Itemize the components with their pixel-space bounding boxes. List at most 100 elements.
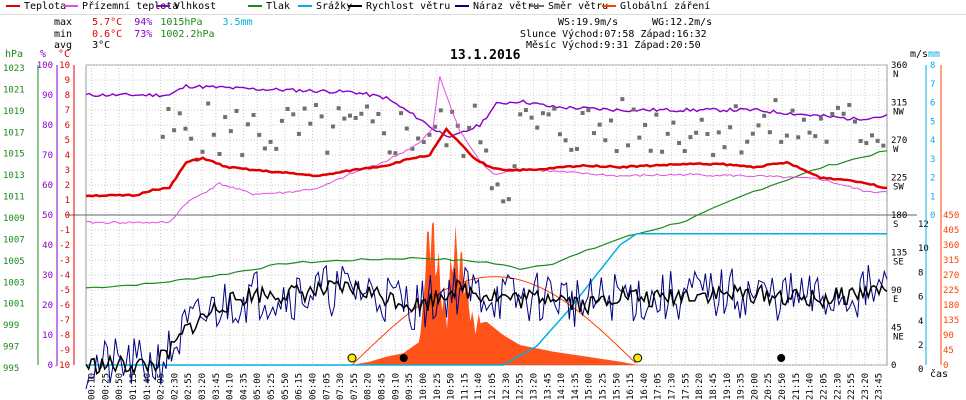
stat-avg: avg 3°C: [54, 40, 111, 51]
tick-degc: 4: [65, 151, 70, 161]
wind-dir-point: [353, 115, 358, 120]
legend-swatch: [6, 5, 20, 7]
tick-pct: 40: [42, 241, 53, 251]
tick-time: 07:05: [322, 373, 332, 400]
wind-dir-point: [223, 115, 228, 120]
wind-dir-point: [279, 118, 284, 123]
moonset-marker: [777, 354, 786, 362]
moon-info: Měsíc Východ:9:31 Západ:20:50: [526, 40, 701, 51]
wind-dir-point: [518, 112, 523, 117]
wind-dir-point: [869, 133, 874, 138]
chart-date: 13.1.2016: [450, 48, 521, 63]
wind-dir-point: [308, 121, 313, 126]
legend-swatch: [298, 5, 312, 7]
wind-dir-point: [336, 106, 341, 111]
wind-dir-point: [512, 164, 517, 169]
tick-degc: -3: [59, 256, 70, 266]
wind-dir-point: [824, 139, 829, 144]
tick-degc: -6: [59, 301, 70, 311]
tick-time: 00:50: [115, 373, 125, 400]
wind-dir-point: [200, 149, 205, 154]
wind-dir-point: [444, 143, 449, 148]
wind-dir-point: [359, 111, 364, 116]
legend-label: Globální záření: [620, 1, 711, 12]
wind-dir-point: [847, 102, 852, 107]
wind-dir-point: [330, 124, 335, 129]
wind-dir-point: [217, 151, 222, 156]
tick-degc: -8: [59, 331, 70, 341]
tick-deg: 315: [891, 99, 907, 109]
wind-dir-point: [296, 131, 301, 136]
tick-time: 03:20: [198, 373, 208, 400]
tick-hpa: 1021: [3, 85, 25, 95]
wind-dir-point: [626, 143, 631, 148]
tick-degc: 2: [65, 181, 70, 191]
wind-dir-point: [529, 115, 534, 120]
tick-time: 23:20: [861, 373, 871, 400]
legend-label: Tlak: [266, 1, 291, 12]
tick-degc: 10: [59, 61, 70, 71]
series-wind: [85, 278, 888, 376]
tick-time: 06:40: [308, 373, 318, 400]
legend-swatch: [64, 5, 78, 7]
tick-time: 21:40: [806, 373, 816, 400]
sun-info: Slunce Východ:07:58 Západ:16:32: [520, 29, 707, 40]
wind-dir-point: [813, 134, 818, 139]
wind-dir-point: [172, 128, 177, 133]
tick-pct: 80: [42, 121, 53, 131]
tick-time: 17:05: [654, 373, 664, 400]
wind-dir-point: [416, 136, 421, 141]
wind-dir-point: [807, 130, 812, 135]
tick-time: 17:55: [681, 373, 691, 400]
tick-time: 15:00: [585, 373, 595, 400]
legend-item: Vlhkost: [156, 1, 216, 12]
sunrise-marker: [347, 353, 357, 363]
tick-pct: 30: [42, 271, 53, 281]
wind-dir-point: [586, 108, 591, 113]
tick-time: 13:20: [529, 373, 539, 400]
moonrise-marker: [399, 354, 408, 362]
wind-dir-point: [852, 119, 857, 124]
tick-pct: 10: [42, 331, 53, 341]
tick-time: 16:40: [640, 373, 650, 400]
legend-label: Rychlost větru: [366, 1, 451, 12]
tick-time: 20:25: [764, 373, 774, 400]
tick-time: 18:45: [709, 373, 719, 400]
legend-swatch: [602, 5, 616, 7]
tick-time: 04:35: [239, 373, 249, 400]
tick-time: 19:10: [723, 373, 733, 400]
tick-time: 18:20: [695, 373, 705, 400]
legend-swatch: [348, 5, 362, 7]
tick-degc: 0: [65, 211, 70, 221]
tick-time: 09:35: [405, 373, 415, 400]
tick-wm: 315: [943, 256, 959, 266]
tick-pct: 20: [42, 301, 53, 311]
wind-dir-point: [773, 98, 778, 103]
wind-dir-point: [189, 136, 194, 141]
tick-time: 23:45: [875, 373, 885, 400]
tick-time: 03:45: [212, 373, 222, 400]
legend-item: Teplota: [6, 1, 66, 12]
tick-wm: 0: [943, 361, 948, 371]
tick-time: 06:15: [295, 373, 305, 400]
legend-label: Srážky: [316, 1, 353, 12]
wind-dir-point: [393, 151, 398, 156]
wind-dir-point: [841, 111, 846, 116]
wind-dir-point: [387, 150, 392, 155]
wind-dir-point: [671, 120, 676, 125]
wind-dir-point: [365, 104, 370, 109]
wind-dir-point: [319, 114, 324, 119]
tick-time: 20:00: [750, 373, 760, 400]
legend-swatch: [156, 5, 170, 7]
wind-dir-point: [228, 129, 233, 134]
tick-degc: 3: [65, 166, 70, 176]
wind-dir-point: [711, 153, 716, 158]
tick-hpa: 1023: [3, 64, 25, 74]
wind-dir-point: [739, 150, 744, 155]
tick-time: 08:20: [364, 373, 374, 400]
tick-ms: 10: [918, 244, 929, 254]
tick-pct: 60: [42, 181, 53, 191]
unit-hpa: hPa: [5, 49, 24, 60]
